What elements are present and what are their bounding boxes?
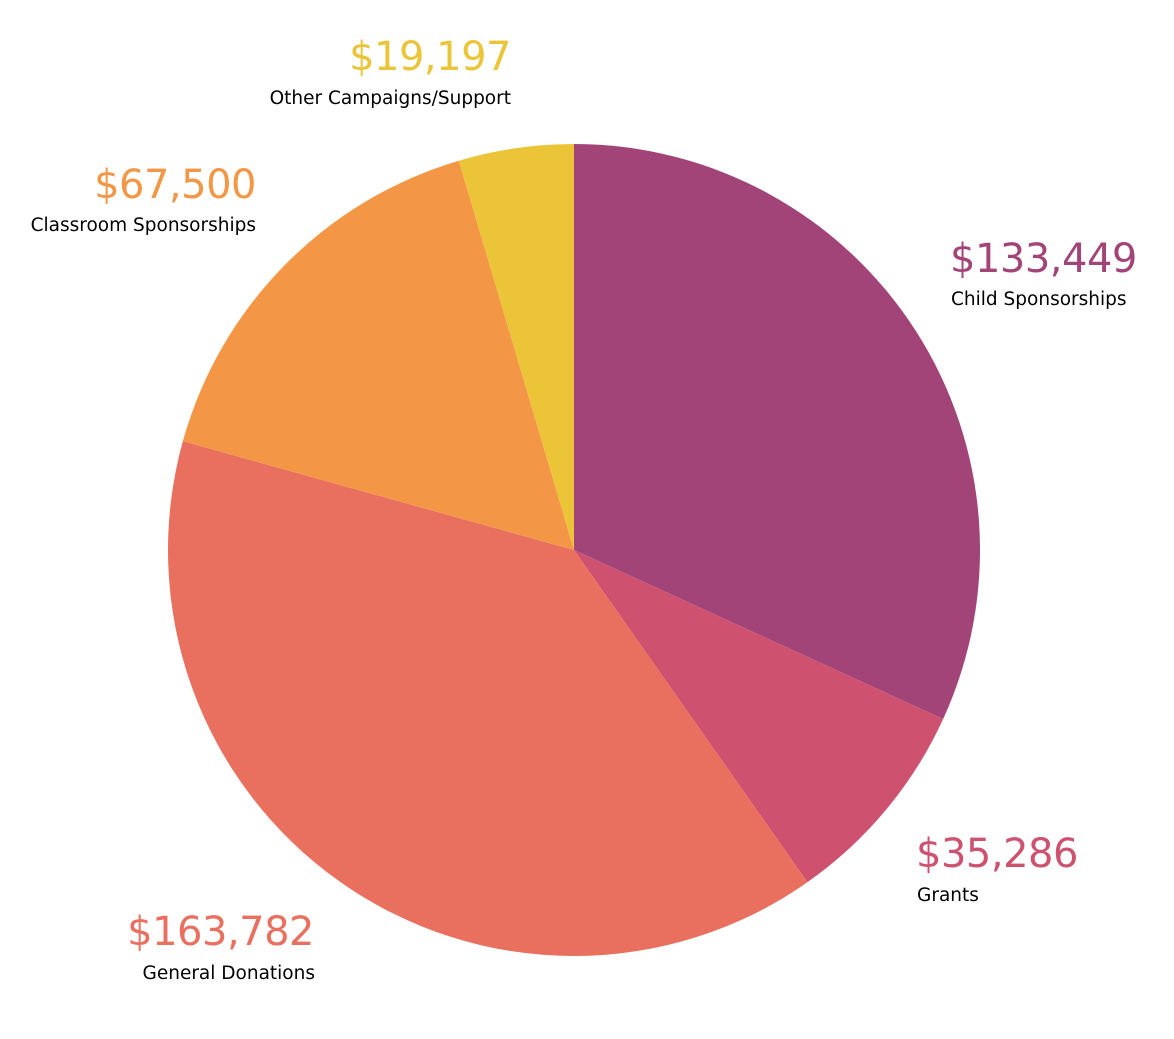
category-label-child-sponsorships: Child Sponsorships [951, 289, 1127, 310]
pie-slice-other-campaigns-support [458, 144, 574, 550]
value-label-general-donations: $163,782 [127, 909, 314, 955]
label-other-campaigns: $19,197 Other Campaigns/Support [270, 34, 512, 109]
value-label-child-sponsorships: $133,449 [950, 236, 1137, 282]
label-grants: $35,286 Grants [916, 831, 1078, 906]
label-classroom-sponsorships: $67,500 Classroom Sponsorships [31, 162, 257, 236]
value-label-grants: $35,286 [916, 831, 1078, 877]
pie-slice-child-sponsorships [574, 144, 981, 720]
category-label-general-donations: General Donations [143, 963, 316, 984]
pie-slice-classroom-sponsorships [182, 160, 575, 550]
label-child-sponsorships: $133,449 Child Sponsorships [950, 236, 1137, 310]
value-label-classroom-sponsorships: $67,500 [94, 162, 256, 208]
category-label-other-campaigns: Other Campaigns/Support [270, 88, 511, 109]
pie-slice-grants [574, 550, 944, 883]
category-label-classroom-sponsorships: Classroom Sponsorships [31, 215, 256, 236]
pie-slice-general-donations [168, 441, 808, 956]
pie-slices [168, 144, 981, 956]
value-label-other-campaigns: $19,197 [349, 34, 511, 80]
category-label-grants: Grants [917, 885, 979, 906]
label-general-donations: $163,782 General Donations [127, 909, 315, 984]
